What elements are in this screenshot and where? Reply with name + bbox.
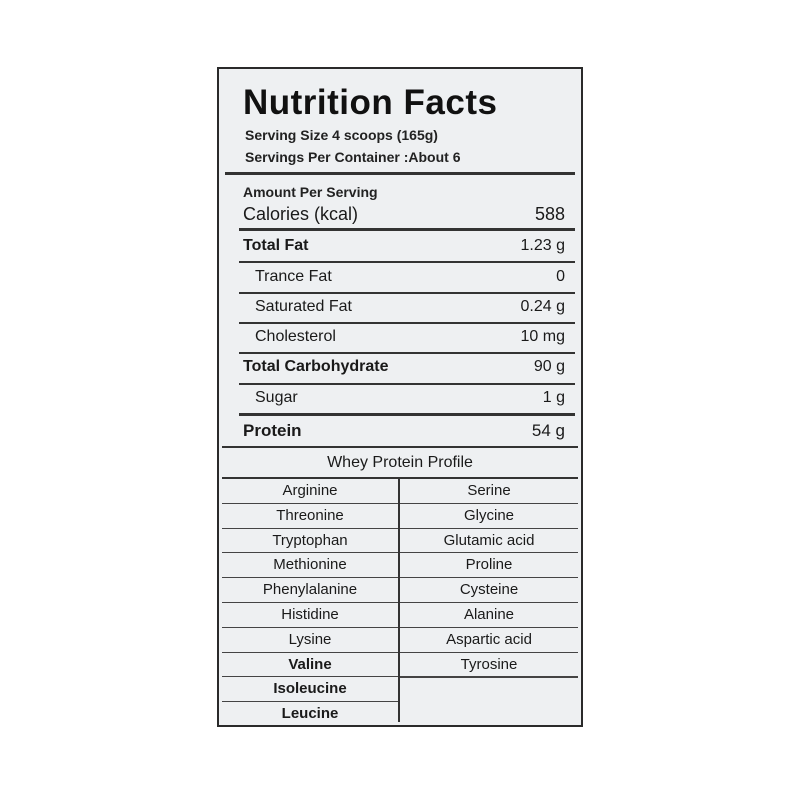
divider (225, 172, 575, 175)
amino-acid-cell: Serine (400, 479, 578, 504)
nutrient-value: 0.24 g (520, 298, 565, 315)
divider (239, 322, 575, 324)
nutrient-label: Trance Fat (255, 268, 332, 285)
divider (239, 413, 575, 416)
label-title: Nutrition Facts (243, 83, 498, 122)
amino-acid-cell: Isoleucine (222, 677, 398, 703)
amino-acid-cell: Proline (400, 553, 578, 579)
amino-acid-cell: Tryptophan (222, 529, 398, 554)
amino-acid-table: Arginine Threonine Tryptophan Methionine Phe… (222, 479, 578, 722)
nutrient-value: 90 g (533, 358, 565, 375)
nutrient-row: Cholesterol 10 mg (255, 328, 565, 346)
serving-size: Serving Size 4 scoops (165g) (245, 127, 438, 143)
amino-acid-cell: Histidine (222, 603, 398, 628)
nutrient-row: Total Carbohydrate 90 g (243, 358, 565, 376)
nutrient-label: Saturated Fat (255, 298, 352, 315)
nutrient-row: Saturated Fat 0.24 g (255, 298, 565, 316)
calories-row: Calories (kcal) 588 (243, 204, 565, 225)
amino-acid-cell: Tyrosine (400, 653, 578, 678)
amino-acid-cell: Cysteine (400, 578, 578, 603)
amino-acid-cell: Aspartic acid (400, 628, 578, 653)
amino-acid-cell: Leucine (281, 705, 339, 723)
empty-cell (400, 677, 578, 722)
nutrient-label: Total Carbohydrate (243, 358, 389, 375)
nutrient-label: Cholesterol (255, 328, 336, 345)
amino-acid-cell: Valine (222, 653, 398, 678)
calories-label: Calories (kcal) (243, 204, 359, 224)
nutrient-row: Sugar 1 g (255, 389, 565, 407)
amino-acid-cell: Threonine (222, 504, 398, 529)
divider (239, 292, 575, 294)
amino-acid-cell: Glutamic acid (400, 529, 578, 554)
nutrition-facts-label: Nutrition Facts Serving Size 4 scoops (1… (217, 67, 583, 727)
amino-acid-cell: Arginine (222, 479, 398, 504)
nutrient-label: Sugar (255, 389, 298, 406)
divider (239, 352, 575, 354)
profile-title: Whey Protein Profile (222, 446, 578, 479)
amino-acid-cell: Alanine (400, 603, 578, 628)
nutrient-row: Trance Fat 0 (255, 268, 565, 286)
amino-acid-cell: Lysine (222, 628, 398, 653)
nutrient-label: Protein (243, 421, 302, 440)
divider (239, 228, 575, 231)
nutrient-value: 1.23 g (520, 237, 565, 254)
nutrient-value: 0 (556, 268, 565, 285)
calories-value: 588 (534, 204, 565, 224)
amount-per-serving: Amount Per Serving (243, 184, 378, 200)
amino-acid-cell: Methionine (222, 553, 398, 579)
servings-per-container: Servings Per Container :About 6 (245, 149, 461, 165)
nutrient-value: 54 g (531, 421, 565, 440)
amino-acid-cell: Phenylalanine (222, 578, 398, 603)
amino-acid-cell: Glycine (400, 504, 578, 529)
nutrient-label: Total Fat (243, 237, 309, 254)
divider (239, 383, 575, 385)
nutrient-value: 1 g (542, 389, 565, 406)
nutrient-value: 10 mg (520, 328, 565, 345)
divider (239, 261, 575, 263)
nutrient-row: Protein 54 g (243, 421, 565, 441)
nutrient-row: Total Fat 1.23 g (243, 237, 565, 255)
